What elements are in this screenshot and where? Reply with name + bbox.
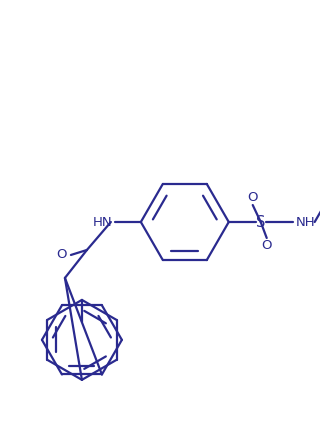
Text: O: O — [261, 239, 272, 252]
Text: S: S — [256, 215, 265, 229]
Text: O: O — [247, 191, 258, 204]
Text: HN: HN — [92, 215, 112, 228]
Text: NH: NH — [296, 215, 315, 228]
Text: O: O — [56, 249, 67, 261]
